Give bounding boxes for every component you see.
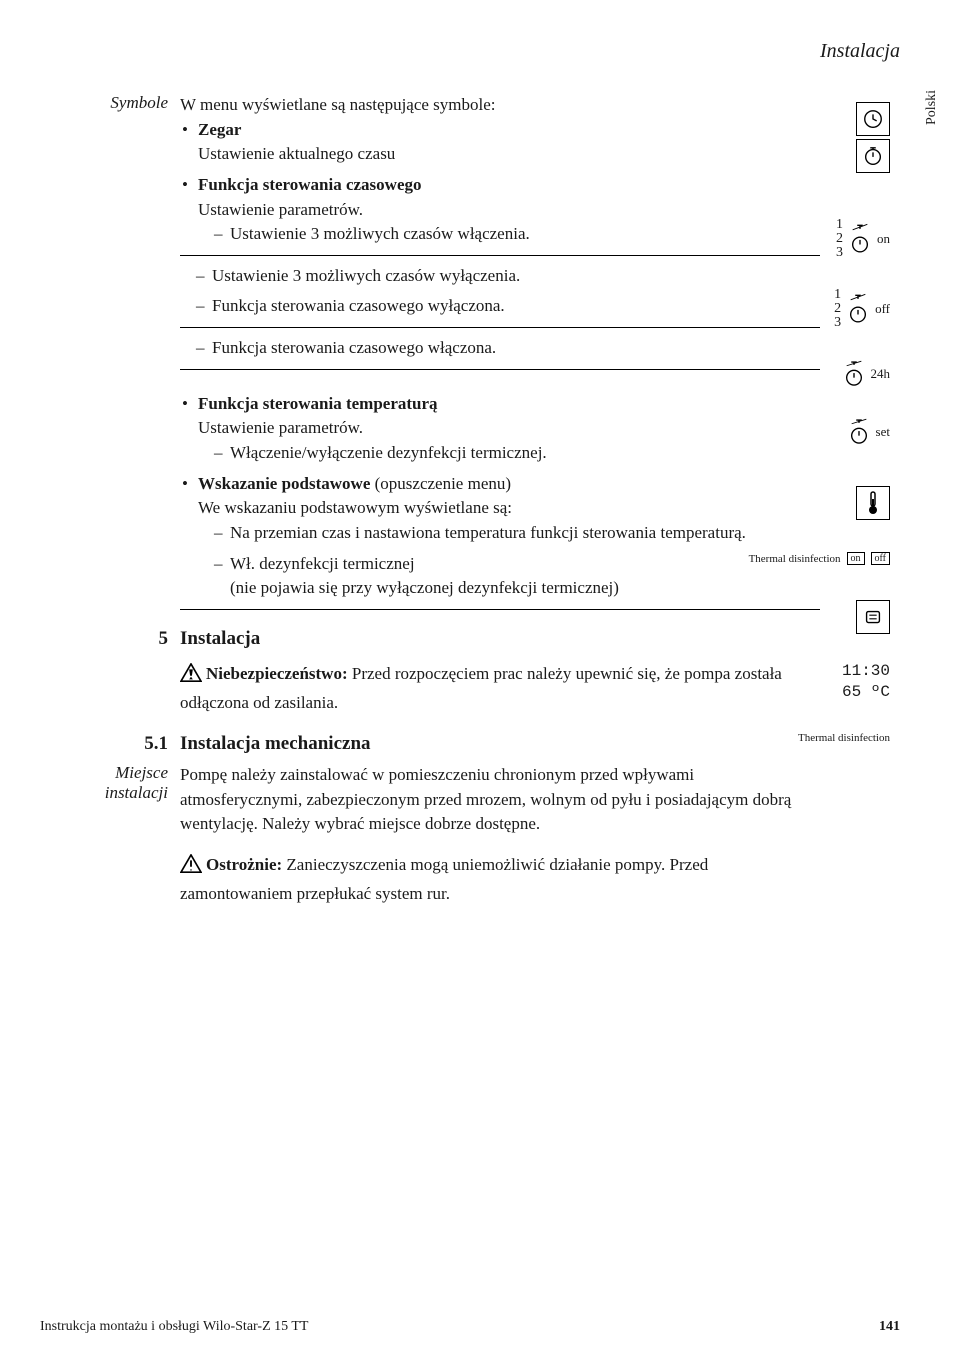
timer-off-icon: 123 off bbox=[834, 288, 890, 330]
timer-icon bbox=[856, 139, 890, 173]
list-item: Wskazanie podstawowe (opuszczenie menu) … bbox=[180, 472, 820, 601]
sub-item: Ustawienie 3 możliwych czasów włączenia. bbox=[198, 222, 820, 247]
sub-item: Na przemian czas i nastawiona temperatur… bbox=[198, 521, 820, 546]
footer-left: Instrukcja montażu i obsługi Wilo-Star-Z… bbox=[40, 1319, 308, 1335]
list-item: Funkcja sterowania czasowego Ustawienie … bbox=[180, 173, 820, 247]
thermal-label: Thermal disinfection bbox=[798, 732, 890, 744]
subsection-number: 5.1 bbox=[60, 733, 180, 755]
list-item: Zegar Ustawienie aktualnego czasu bbox=[180, 118, 820, 167]
display-icon bbox=[856, 600, 890, 634]
danger-icon bbox=[180, 663, 202, 691]
thermometer-icon bbox=[856, 486, 890, 520]
sub-item: Funkcja sterowania czasowego wyłączona. bbox=[180, 294, 820, 319]
margin-label-symbole: Symbole bbox=[60, 93, 180, 113]
warning-icon bbox=[180, 854, 202, 882]
list-item: Funkcja sterowania temperaturą Ustawieni… bbox=[180, 392, 820, 466]
clock-icon bbox=[856, 102, 890, 136]
sub-item: Wł. dezynfekcji termicznej (nie pojawia … bbox=[198, 552, 820, 601]
danger-note: Niebezpieczeństwo: Przed rozpoczęciem pr… bbox=[180, 662, 820, 715]
language-tab: Polski bbox=[924, 90, 940, 125]
sub-item: Funkcja sterowania czasowego włączona. bbox=[180, 336, 820, 361]
timer-24h-icon: 24h bbox=[843, 360, 891, 388]
section-title: Instalacja bbox=[180, 628, 260, 650]
sub-item: Włączenie/wyłączenie dezynfekcji termicz… bbox=[198, 441, 820, 466]
timer-set-icon: set bbox=[848, 418, 890, 446]
margin-label-miejsce: Miejsce instalacji bbox=[60, 763, 180, 803]
section-number: 5 bbox=[60, 628, 180, 650]
section-header: Instalacja bbox=[60, 40, 900, 63]
caution-note: Ostrożnie: Zanieczyszczenia mogą uniemoż… bbox=[180, 853, 820, 906]
subsection-title: Instalacja mechaniczna bbox=[180, 733, 371, 755]
timer-on-icon: 123 on bbox=[836, 218, 890, 260]
sub-item: Ustawienie 3 możliwych czasów wyłączenia… bbox=[180, 264, 820, 289]
install-text: Pompę należy zainstalować w pomieszczeni… bbox=[180, 763, 820, 837]
time-display: 11:30 bbox=[842, 662, 890, 680]
temp-display: 65 ºC bbox=[842, 683, 890, 701]
page-number: 141 bbox=[879, 1319, 900, 1335]
intro-text: W menu wyświetlane są następujące symbol… bbox=[180, 93, 820, 118]
